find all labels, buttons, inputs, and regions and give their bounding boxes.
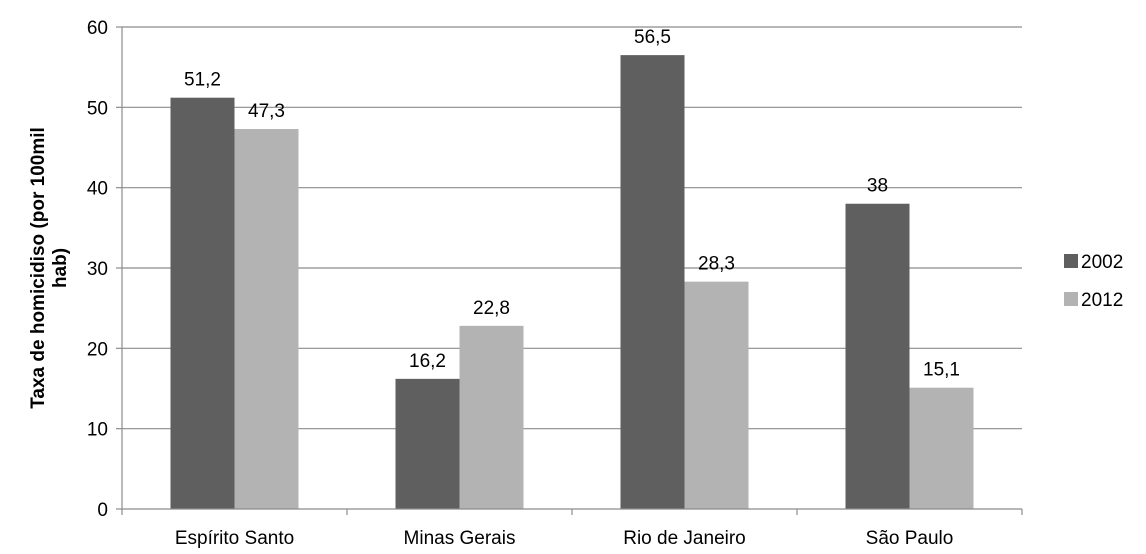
y-tick-label: 40 xyxy=(87,179,108,200)
bar-2002 xyxy=(170,97,235,510)
data-label-2002: 51,2 xyxy=(184,70,221,91)
bar-2012 xyxy=(234,129,299,510)
y-tick-label: 50 xyxy=(87,98,108,119)
legend: 2002 2012 xyxy=(1064,252,1123,311)
bar-2002 xyxy=(395,378,460,509)
legend-swatch-2002 xyxy=(1064,254,1078,268)
x-tick-label: Rio de Janeiro xyxy=(623,528,746,549)
data-label-2002: 56,5 xyxy=(634,27,671,48)
y-axis-label-line: hab) xyxy=(50,248,71,288)
data-label-2012: 22,8 xyxy=(473,298,510,319)
data-label-2002: 38 xyxy=(867,176,888,197)
x-tick-label: Minas Gerais xyxy=(404,528,516,549)
data-label-2012: 47,3 xyxy=(248,101,285,122)
y-tick-label: 0 xyxy=(97,500,108,521)
bar-2002 xyxy=(845,203,910,509)
bars xyxy=(170,55,974,510)
data-label-2012: 15,1 xyxy=(923,360,960,381)
axes xyxy=(116,26,1023,515)
y-tick-label: 10 xyxy=(87,420,108,441)
bar-2012 xyxy=(684,281,749,509)
y-tick-label: 30 xyxy=(87,259,108,280)
legend-label-2012: 2012 xyxy=(1081,290,1123,311)
y-tick-label: 60 xyxy=(87,18,108,39)
y-axis-label: Taxa de homicidiso (por 100milhab) xyxy=(28,127,71,409)
x-tick-label: Espírito Santo xyxy=(175,528,294,549)
y-tick-label: 20 xyxy=(87,339,108,360)
bar-2012 xyxy=(909,387,974,509)
legend-label-2002: 2002 xyxy=(1081,252,1123,273)
data-label-2012: 28,3 xyxy=(698,254,735,275)
y-tick-labels: 0 10 20 30 40 50 60 xyxy=(87,18,108,521)
legend-swatch-2012 xyxy=(1064,292,1078,306)
data-labels: 51,2 47,3 16,2 22,8 56,5 28,3 38 15,1 xyxy=(184,27,960,381)
x-tick-label: São Paulo xyxy=(866,528,954,549)
y-axis-label-line: Taxa de homicidiso (por 100mil xyxy=(28,127,49,409)
bar-2002 xyxy=(620,55,685,509)
x-tick-labels: Espírito Santo Minas Gerais Rio de Janeiro… xyxy=(175,528,954,549)
bar-2012 xyxy=(459,325,524,509)
data-label-2002: 16,2 xyxy=(409,351,446,372)
